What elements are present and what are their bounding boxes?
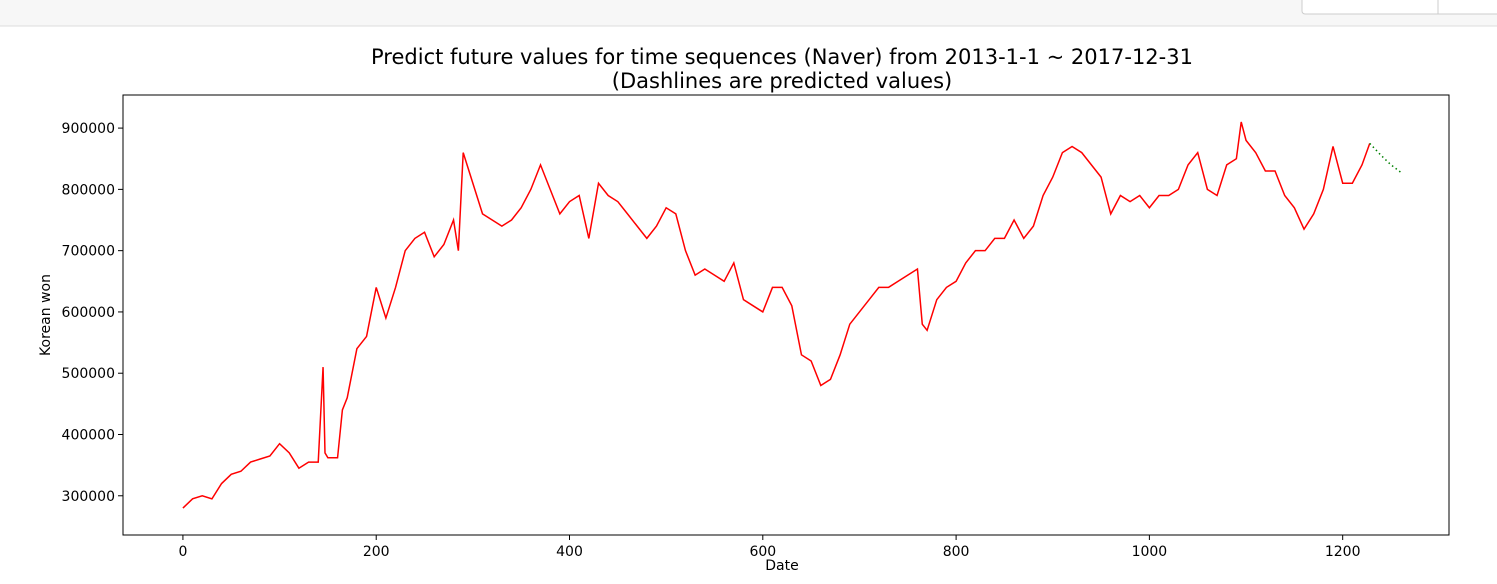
x-tick-label: 800 (943, 544, 970, 560)
y-tick-label: 800000 (62, 182, 115, 198)
y-tick-label: 700000 (62, 244, 115, 260)
x-tick-label: 1200 (1325, 544, 1361, 560)
y-tick-label: 600000 (62, 305, 115, 321)
y-axis-label: Korean won (38, 274, 54, 356)
x-tick-label: 600 (749, 544, 776, 560)
y-tick-label: 500000 (62, 366, 115, 382)
toolbar-button[interactable] (1301, 0, 1497, 15)
data-line (1369, 142, 1402, 173)
x-tick-label: 1000 (1132, 544, 1168, 560)
plot-frame (122, 94, 1450, 536)
data-line (182, 121, 1371, 509)
chart-subtitle: (Dashlines are predicted values) (612, 69, 952, 93)
chart-title: Predict future values for time sequences… (371, 45, 1193, 69)
y-tick-label: 300000 (62, 489, 115, 505)
x-tick-label: 200 (363, 544, 390, 560)
x-axis-label: Date (765, 558, 798, 574)
y-tick-label: 400000 (62, 427, 115, 443)
toolbar (0, 0, 1497, 26)
x-tick-label: 0 (178, 544, 187, 560)
x-tick-label: 400 (556, 544, 583, 560)
y-tick-label: 900000 (62, 121, 115, 137)
